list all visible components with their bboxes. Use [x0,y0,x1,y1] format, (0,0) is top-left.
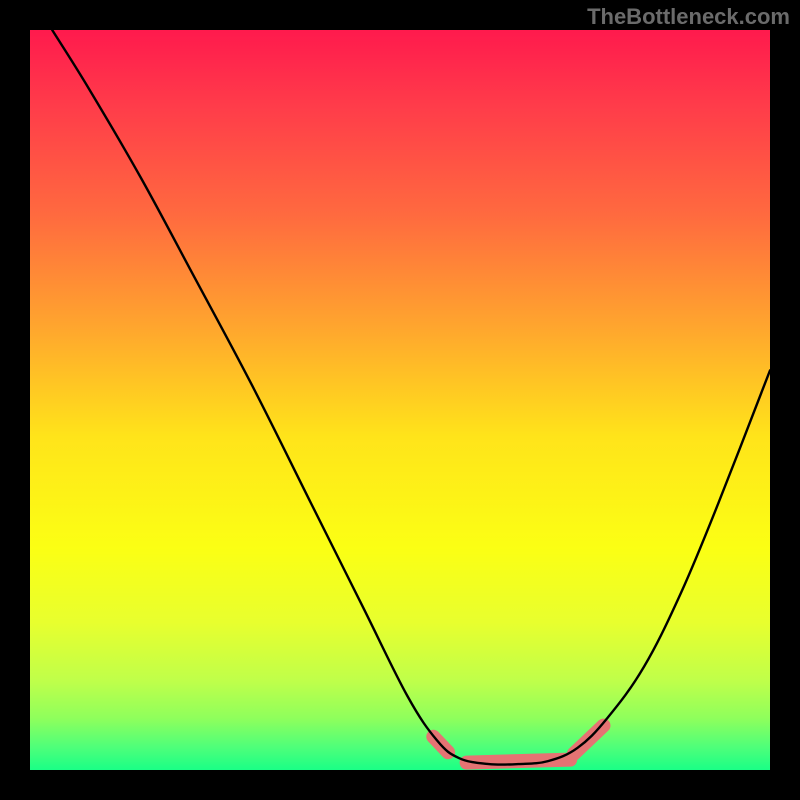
chart-frame [30,30,770,770]
chart-background [30,30,770,770]
chart-svg [30,30,770,770]
watermark-text: TheBottleneck.com [587,4,790,30]
